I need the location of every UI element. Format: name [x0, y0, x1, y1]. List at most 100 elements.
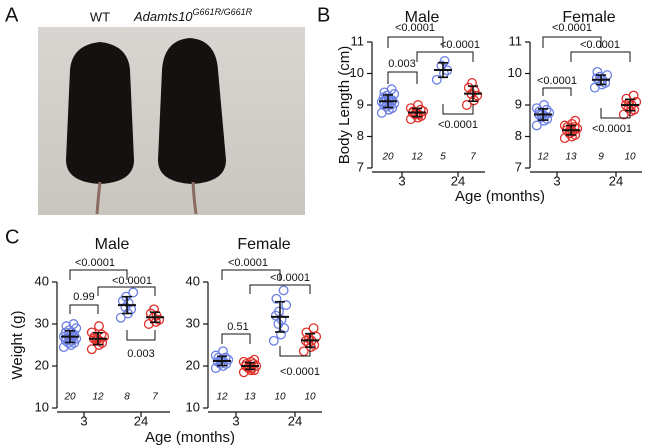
- n-label: 12: [537, 152, 549, 163]
- data-point: [223, 354, 234, 365]
- data-point: [431, 74, 442, 85]
- genotype: Adamts10: [133, 9, 193, 24]
- p-value: 0.003: [127, 348, 155, 360]
- comparison-bracket: [221, 269, 281, 280]
- y-tick-label: 7: [515, 159, 522, 174]
- y-tick-label: 10: [350, 65, 364, 80]
- chart-title: Female: [237, 236, 290, 253]
- n-label: 13: [565, 152, 577, 163]
- p-value: <0.0001: [592, 123, 632, 135]
- y-tick-label: 8: [357, 128, 364, 143]
- p-value: <0.0001: [395, 22, 435, 34]
- data-point: [278, 285, 289, 296]
- photo: WT Adamts10G661R/G661R: [38, 7, 305, 215]
- data-point: [268, 335, 279, 346]
- x-axis-label: Age (months): [145, 429, 235, 446]
- comparison-bracket: [387, 36, 444, 48]
- p-value: 0.99: [73, 291, 94, 303]
- n-label: 7: [470, 152, 476, 163]
- photo-label: WT: [90, 9, 110, 24]
- comparison-bracket: [221, 333, 251, 344]
- y-tick-label: 10: [186, 399, 200, 414]
- comparison-bracket: [69, 269, 128, 280]
- comparison-bracket: [387, 71, 418, 84]
- data-point: [115, 312, 126, 323]
- chart-title: Female: [562, 9, 615, 26]
- comparison-bracket: [600, 108, 631, 119]
- p-value: <0.0001: [280, 366, 320, 378]
- data-point: [151, 310, 162, 321]
- p-value: <0.0001: [228, 257, 268, 269]
- y-tick-label: 30: [186, 315, 200, 330]
- data-point: [461, 100, 472, 110]
- n-label: 20: [381, 152, 394, 163]
- mouse-wt: [66, 42, 134, 184]
- x-tick-label: 3: [398, 173, 405, 188]
- data-point: [467, 77, 477, 88]
- data-point: [143, 319, 154, 329]
- n-label: 10: [304, 392, 316, 403]
- y-axis-label: Weight (g): [9, 311, 26, 380]
- y-tick-label: 40: [35, 273, 49, 288]
- comparison-bracket: [542, 36, 602, 48]
- tail: [95, 181, 102, 215]
- y-axis-label: Body Length (cm): [336, 46, 353, 164]
- n-label: 12: [216, 392, 228, 403]
- data-point: [94, 321, 104, 332]
- comparison-bracket: [69, 304, 99, 314]
- data-point: [249, 354, 260, 365]
- data-point: [389, 89, 400, 99]
- genotype-superscript: G661R/G661R: [193, 7, 253, 17]
- data-point: [210, 350, 221, 361]
- x-tick-label: 24: [451, 173, 465, 188]
- p-value: <0.0001: [438, 119, 478, 131]
- comparison-bracket: [249, 284, 311, 294]
- data-point: [281, 300, 292, 311]
- data-point: [544, 107, 555, 118]
- comparison-bracket: [442, 104, 474, 115]
- data-point: [86, 344, 97, 355]
- y-tick-label: 10: [35, 399, 49, 414]
- y-tick-label: 7: [357, 159, 364, 174]
- p-value: <0.0001: [112, 275, 152, 287]
- y-tick-label: 40: [186, 273, 200, 288]
- photo-label: Adamts10G661R/G661R: [133, 7, 253, 24]
- n-label: 10: [624, 152, 636, 163]
- y-tick-label: 9: [357, 96, 364, 111]
- data-point: [128, 287, 139, 298]
- y-tick-label: 8: [515, 128, 522, 143]
- p-value: <0.0001: [440, 39, 480, 51]
- y-tick-label: 20: [35, 357, 49, 372]
- data-point: [413, 100, 423, 110]
- p-value: <0.0001: [537, 75, 577, 87]
- panel-label: A: [5, 4, 19, 26]
- comparison-bracket: [416, 51, 474, 62]
- n-label: 7: [152, 392, 158, 403]
- n-label: 8: [124, 392, 130, 403]
- x-tick-label: 3: [232, 413, 239, 428]
- x-tick-label: 3: [80, 413, 87, 428]
- p-value: <0.0001: [270, 272, 310, 284]
- p-value: <0.0001: [552, 22, 592, 34]
- data-point: [418, 106, 429, 117]
- p-value: 0.003: [388, 58, 416, 70]
- n-label: 13: [244, 392, 256, 403]
- data-point: [623, 103, 634, 114]
- x-tick-label: 24: [609, 173, 623, 188]
- p-value: <0.0001: [580, 39, 620, 51]
- n-label: 9: [598, 152, 604, 163]
- y-tick-label: 11: [509, 33, 523, 48]
- comparison-bracket: [542, 87, 572, 96]
- data-point: [308, 323, 319, 334]
- data-point: [274, 306, 284, 317]
- n-label: 5: [440, 152, 446, 163]
- data-point: [439, 55, 450, 66]
- n-label: 10: [274, 392, 286, 403]
- comparison-bracket: [570, 51, 631, 62]
- y-tick-label: 20: [186, 357, 200, 372]
- data-point: [631, 96, 642, 107]
- data-point: [386, 84, 397, 95]
- data-point: [68, 319, 79, 329]
